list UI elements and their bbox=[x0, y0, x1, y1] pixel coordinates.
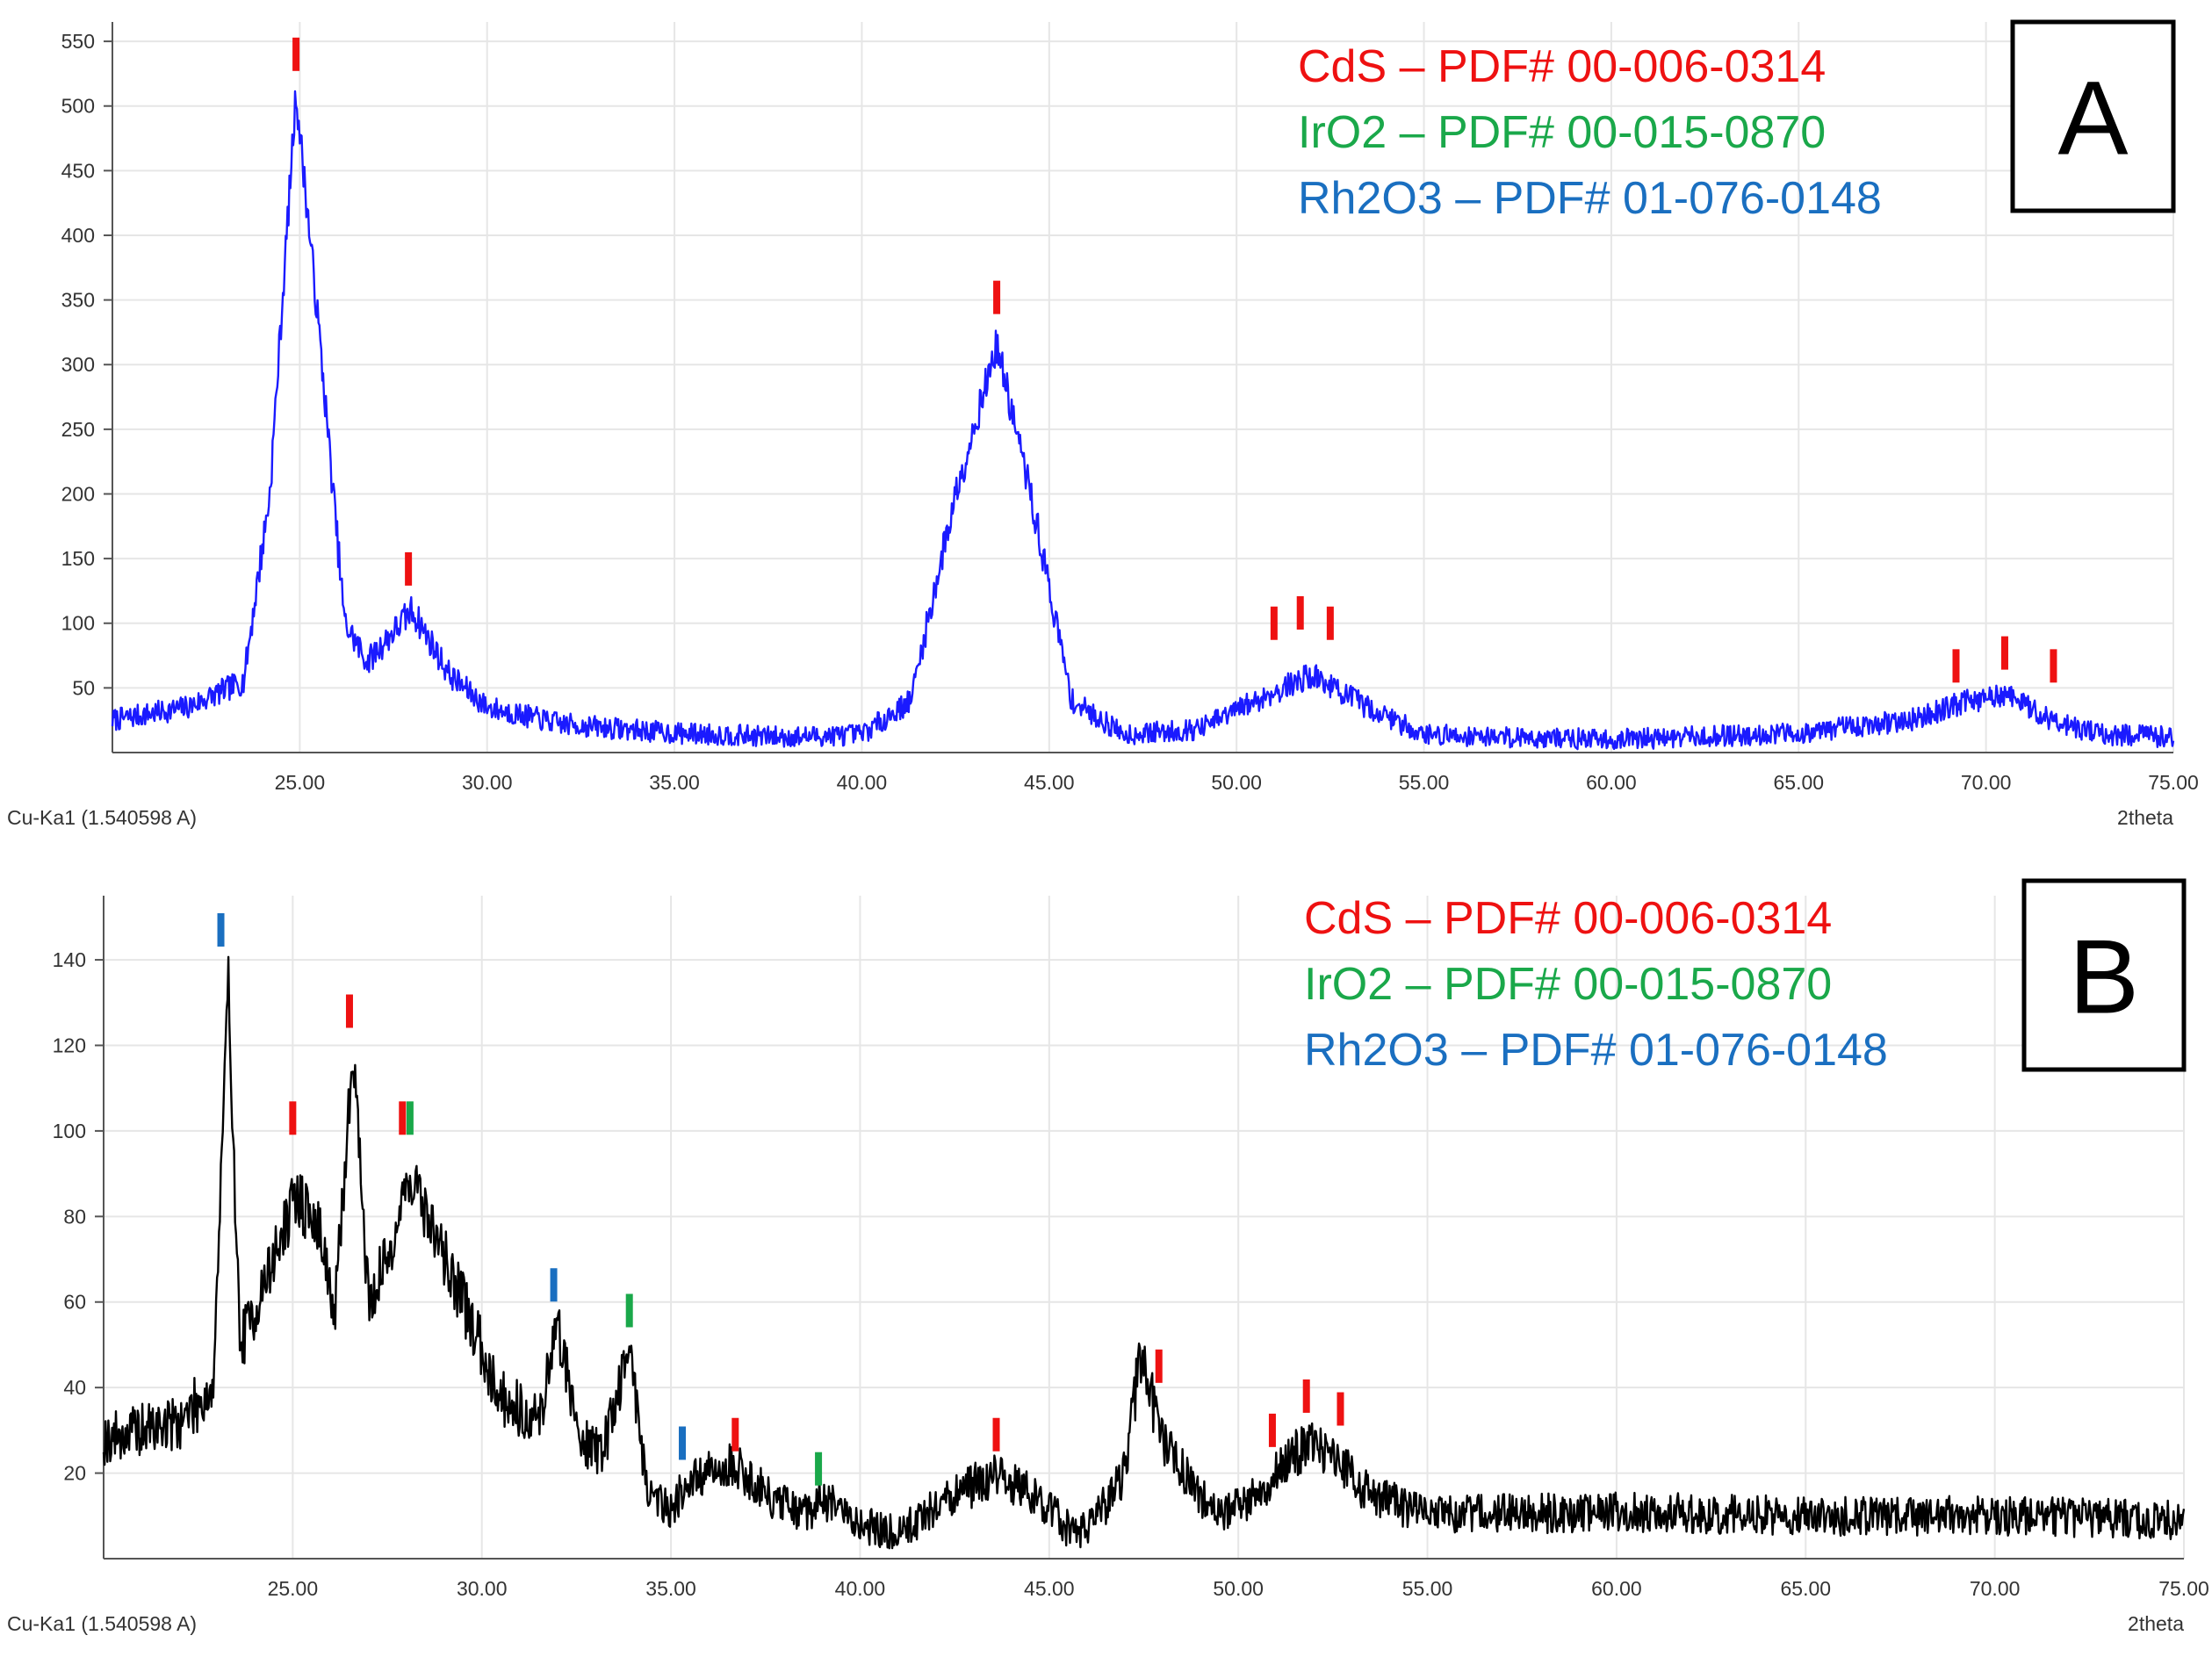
y-tick-label: 300 bbox=[61, 353, 95, 376]
peak-marker-cds bbox=[399, 1101, 407, 1135]
x-tick-label: 65.00 bbox=[1773, 771, 1824, 794]
x-axis-label: 2theta bbox=[2128, 1612, 2184, 1635]
y-tick-label: 50 bbox=[72, 676, 95, 699]
y-tick-label: 100 bbox=[61, 612, 95, 635]
x-tick-label: 35.00 bbox=[645, 1577, 696, 1600]
legend-entry: IrO2 – PDF# 00-015-0870 bbox=[1298, 107, 1826, 158]
x-tick-label: 45.00 bbox=[1024, 771, 1075, 794]
x-tick-label: 45.00 bbox=[1024, 1577, 1075, 1600]
x-tick-label: 40.00 bbox=[837, 771, 888, 794]
y-tick-label: 400 bbox=[61, 224, 95, 247]
legend-entry: CdS – PDF# 00-006-0314 bbox=[1304, 893, 1832, 944]
radiation-label: Cu-Ka1 (1.540598 A) bbox=[7, 806, 197, 829]
x-tick-label: 35.00 bbox=[649, 771, 700, 794]
peak-marker-cds bbox=[2050, 649, 2057, 683]
peak-marker-cds bbox=[1155, 1349, 1163, 1383]
peak-marker-rh2o3 bbox=[550, 1268, 558, 1302]
peak-marker-cds bbox=[1952, 649, 1960, 683]
radiation-label: Cu-Ka1 (1.540598 A) bbox=[7, 1612, 197, 1635]
legend-entry: CdS – PDF# 00-006-0314 bbox=[1298, 41, 1826, 92]
y-tick-label: 200 bbox=[61, 482, 95, 505]
x-tick-label: 75.00 bbox=[2158, 1577, 2209, 1600]
peak-marker-cds bbox=[992, 1417, 1000, 1452]
panel-a-chart: 25.00 30.00 35.00 40.00 45.00 50.00 55.00 60.00… bbox=[7, 19, 2199, 829]
diffraction-trace bbox=[111, 90, 2175, 751]
x-tick-label: 70.00 bbox=[1970, 1577, 2021, 1600]
x-tick-label: 50.00 bbox=[1211, 771, 1262, 794]
peak-marker-cds bbox=[1326, 606, 1334, 640]
x-tick-label: 75.00 bbox=[2148, 771, 2199, 794]
peak-marker-cds bbox=[405, 551, 413, 586]
y-tick-label: 250 bbox=[61, 418, 95, 441]
peak-marker-cds bbox=[1268, 1413, 1276, 1447]
peak-marker-iro2 bbox=[815, 1452, 823, 1486]
y-tick-label: 60 bbox=[63, 1291, 86, 1314]
peak-marker-cds bbox=[993, 280, 1001, 314]
x-tick-label: 70.00 bbox=[1961, 771, 2012, 794]
legend-entry: IrO2 – PDF# 00-015-0870 bbox=[1304, 959, 1832, 1010]
panel-label-box bbox=[2021, 878, 2187, 1072]
y-tick-label: 350 bbox=[61, 289, 95, 312]
legend-entry: Rh2O3 – PDF# 01-076-0148 bbox=[1304, 1025, 1888, 1076]
panel-label-box bbox=[2010, 19, 2176, 213]
x-tick-label: 30.00 bbox=[462, 771, 513, 794]
x-tick-label: 55.00 bbox=[1399, 771, 1450, 794]
x-tick-label: 60.00 bbox=[1586, 771, 1637, 794]
panel-label: A bbox=[2057, 60, 2128, 177]
peak-marker-cds bbox=[731, 1417, 739, 1452]
y-tick-label: 80 bbox=[63, 1205, 86, 1228]
y-tick-label: 500 bbox=[61, 95, 95, 118]
y-tick-label: 20 bbox=[63, 1462, 86, 1485]
x-tick-label: 25.00 bbox=[268, 1577, 319, 1600]
y-tick-label: 40 bbox=[63, 1376, 86, 1399]
legend-entry: Rh2O3 – PDF# 01-076-0148 bbox=[1298, 173, 1882, 224]
x-tick-label: 50.00 bbox=[1213, 1577, 1264, 1600]
panel-label: B bbox=[2069, 919, 2139, 1036]
y-tick-label: 140 bbox=[53, 948, 86, 971]
x-tick-label: 65.00 bbox=[1780, 1577, 1831, 1600]
peak-marker-cds bbox=[1296, 595, 1304, 630]
peak-marker-cds bbox=[292, 37, 300, 71]
diffraction-trace bbox=[102, 955, 2186, 1550]
y-tick-label: 100 bbox=[53, 1120, 86, 1142]
peak-marker-cds bbox=[345, 994, 353, 1028]
x-tick-label: 40.00 bbox=[835, 1577, 886, 1600]
x-axis-label: 2theta bbox=[2117, 806, 2173, 829]
peak-marker-cds bbox=[1337, 1392, 1344, 1426]
peak-marker-cds bbox=[289, 1101, 297, 1135]
x-tick-label: 25.00 bbox=[275, 771, 326, 794]
y-tick-label: 450 bbox=[61, 159, 95, 182]
peak-marker-cds bbox=[1270, 606, 1278, 640]
panel-b-chart: 25.00 30.00 35.00 40.00 45.00 50.00 55.00 60.00… bbox=[7, 878, 2209, 1635]
y-tick-label: 120 bbox=[53, 1034, 86, 1056]
peak-marker-cds bbox=[2000, 636, 2008, 670]
y-tick-label: 550 bbox=[61, 30, 95, 53]
peak-marker-rh2o3 bbox=[217, 912, 225, 947]
x-tick-label: 30.00 bbox=[457, 1577, 508, 1600]
peak-marker-cds bbox=[1302, 1379, 1310, 1413]
x-tick-label: 55.00 bbox=[1402, 1577, 1453, 1600]
y-tick-label: 150 bbox=[61, 547, 95, 570]
peak-marker-rh2o3 bbox=[679, 1426, 687, 1460]
peak-marker-iro2 bbox=[625, 1293, 633, 1328]
x-tick-label: 60.00 bbox=[1591, 1577, 1642, 1600]
peak-marker-iro2 bbox=[406, 1101, 414, 1135]
